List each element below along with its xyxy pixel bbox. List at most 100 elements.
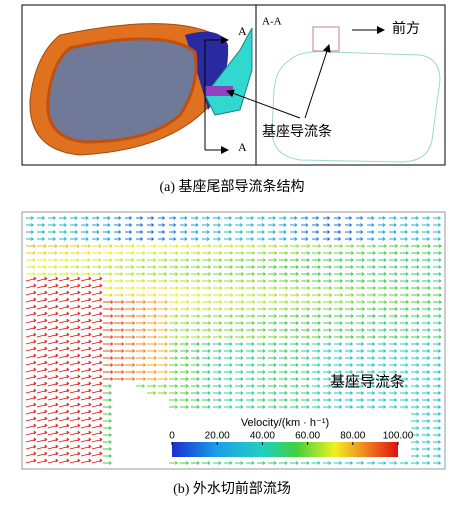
flow-vector [246, 342, 255, 346]
flow-vector [136, 251, 146, 255]
flow-vector [125, 370, 136, 374]
flow-vector [36, 374, 48, 380]
flow-vector [422, 293, 431, 297]
flow-vector [180, 370, 189, 374]
flow-vector [48, 237, 57, 241]
flow-vector [158, 216, 166, 220]
flow-vector [246, 300, 256, 304]
flow-vector [81, 258, 91, 262]
flow-vector [147, 244, 157, 248]
flow-vector [246, 328, 256, 332]
flow-vector [136, 244, 146, 248]
flow-vector [213, 293, 223, 297]
flow-vector [268, 286, 278, 290]
flow-vector [36, 444, 48, 450]
flow-vector [25, 276, 37, 282]
flow-vector [91, 283, 103, 289]
flow-vector [312, 321, 321, 325]
flow-vector [422, 216, 431, 220]
flow-vector [400, 370, 409, 374]
flow-vector [257, 251, 267, 255]
flow-vector [312, 461, 321, 465]
flow-vector [80, 430, 92, 436]
flow-vector [25, 353, 37, 359]
flow-vector [433, 272, 442, 276]
flow-vector [114, 216, 122, 220]
flow-vector [48, 272, 58, 276]
flow-vector [213, 328, 223, 332]
flow-vector [411, 391, 420, 395]
flow-vector [47, 458, 59, 464]
flow-vector [103, 349, 114, 353]
flow-vector [290, 405, 299, 409]
flow-vector [36, 325, 48, 331]
flow-vector [80, 304, 92, 310]
flow-vector [268, 300, 278, 304]
flow-vector [224, 363, 233, 367]
flow-vector [58, 318, 70, 324]
flow-vector [180, 216, 188, 220]
flow-vector [59, 216, 67, 220]
flow-vector [345, 223, 353, 227]
flow-vector [224, 216, 233, 220]
flow-vector [213, 258, 223, 262]
flow-vector [70, 230, 78, 234]
flow-vector [367, 237, 375, 241]
flow-vector [257, 461, 266, 465]
flow-vector [411, 223, 419, 227]
flow-vector [180, 335, 190, 339]
flow-vector [378, 363, 387, 367]
flow-vector [345, 307, 355, 311]
flow-vector [246, 377, 255, 381]
flow-vector [279, 461, 288, 465]
flow-vector [422, 447, 431, 451]
flow-vector [411, 279, 420, 283]
flow-vector [114, 307, 125, 311]
flow-vector [323, 391, 332, 395]
flow-vector [202, 328, 212, 332]
flow-vector [213, 461, 222, 465]
flow-vector [334, 293, 344, 297]
flow-vector [70, 265, 80, 269]
flow-vector [323, 265, 332, 269]
flow-vector [80, 451, 92, 457]
flow-vector [80, 367, 92, 373]
flow-vector [169, 279, 179, 283]
flow-vector [246, 279, 256, 283]
flow-vector [323, 286, 333, 290]
flow-vector [312, 314, 321, 318]
flow-vector [69, 346, 81, 352]
flow-vector [213, 342, 222, 346]
flow-vector [169, 384, 179, 388]
flow-vector [80, 276, 92, 282]
flow-vector [235, 300, 245, 304]
flow-vector [191, 314, 201, 318]
flow-vector [58, 297, 70, 303]
flow-vector [378, 398, 387, 402]
flow-vector [433, 447, 442, 451]
flow-vector [48, 244, 58, 248]
flow-vector [70, 272, 80, 276]
flow-vector [422, 440, 431, 444]
flow-vector [80, 444, 92, 450]
flow-vector [136, 321, 147, 325]
flow-vector [202, 391, 211, 395]
flow-vector [213, 244, 223, 248]
flow-vector [345, 237, 353, 241]
flow-vector [323, 230, 331, 234]
flow-vector [70, 258, 80, 262]
flow-vector [389, 356, 398, 360]
flow-vector [58, 332, 70, 338]
flow-vector [268, 223, 276, 227]
flow-vector [213, 335, 223, 339]
flow-vector [279, 300, 289, 304]
flow-vector [246, 335, 256, 339]
flow-vector [47, 283, 59, 289]
flow-vector [36, 290, 48, 296]
flow-vector [400, 328, 409, 332]
flow-vector [103, 454, 112, 458]
flow-vector [26, 251, 36, 255]
flow-vector [37, 272, 47, 276]
flow-vector [136, 265, 146, 269]
flow-vector [433, 335, 442, 339]
